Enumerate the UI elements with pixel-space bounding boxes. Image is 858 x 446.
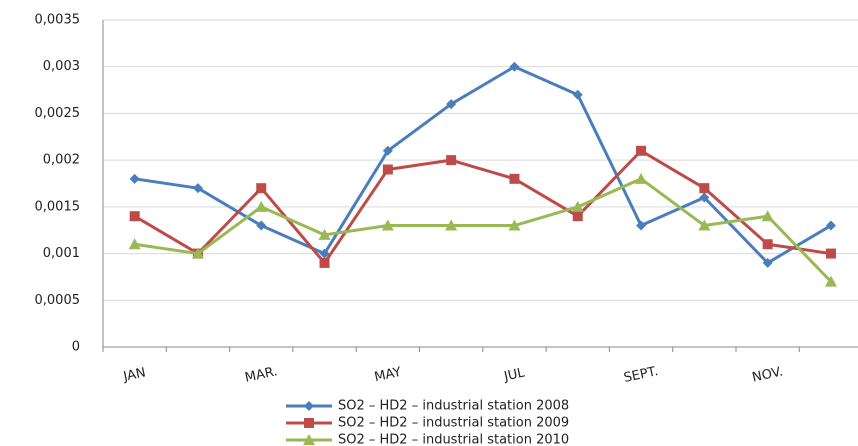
- x-tick-label: MAR.: [244, 364, 279, 385]
- marker: [256, 183, 267, 194]
- marker: [382, 145, 393, 156]
- marker: [509, 173, 520, 184]
- marker: [636, 220, 647, 231]
- line: [134, 65, 832, 265]
- line: [133, 149, 832, 265]
- series: [129, 61, 836, 268]
- y-tick-label: 0,0005: [35, 293, 81, 308]
- y-tick-label: 0,001: [43, 246, 80, 261]
- legend-marker: [304, 418, 314, 428]
- marker: [129, 211, 140, 222]
- marker: [824, 275, 837, 287]
- marker: [256, 220, 267, 231]
- marker: [319, 248, 330, 259]
- legend-label: SO2 – HD2 – industrial station 2008: [338, 399, 569, 414]
- series: [128, 172, 837, 287]
- marker: [699, 192, 710, 203]
- marker: [318, 228, 331, 240]
- marker: [446, 99, 457, 110]
- marker: [381, 219, 394, 231]
- marker: [128, 238, 141, 250]
- x-tick-label: JAN: [121, 365, 147, 385]
- marker: [698, 219, 711, 231]
- x-tick-label: MAY: [373, 365, 403, 385]
- marker: [762, 239, 773, 250]
- legend-marker: [304, 401, 314, 411]
- y-tick-label: 0,0025: [35, 106, 81, 121]
- marker: [761, 210, 774, 222]
- marker: [636, 145, 647, 156]
- legend-marker: [303, 434, 315, 445]
- marker: [571, 200, 584, 212]
- marker: [191, 247, 204, 259]
- marker: [445, 219, 458, 231]
- legend-label: SO2 – HD2 – industrial station 2010: [338, 433, 569, 446]
- marker: [699, 183, 710, 194]
- x-tick-label: SEPT.: [622, 364, 659, 386]
- marker: [382, 164, 393, 175]
- marker: [635, 172, 648, 184]
- marker: [508, 219, 521, 231]
- marker: [572, 89, 583, 100]
- marker: [825, 248, 836, 259]
- marker: [825, 220, 836, 231]
- marker: [192, 183, 203, 194]
- y-tick-label: 0,002: [43, 153, 80, 168]
- marker: [509, 61, 520, 72]
- x-tick-label: JUL: [502, 365, 527, 384]
- line: [134, 177, 833, 283]
- marker: [255, 200, 268, 212]
- marker: [572, 211, 583, 222]
- marker: [129, 173, 140, 184]
- x-tick-label: NOV.: [751, 364, 785, 385]
- marker: [446, 155, 457, 166]
- y-tick-label: 0,003: [43, 59, 80, 74]
- y-tick-label: 0,0015: [35, 199, 81, 214]
- marker: [762, 257, 773, 268]
- y-tick-label: 0: [72, 340, 80, 355]
- marker: [319, 257, 330, 268]
- legend-label: SO2 – HD2 – industrial station 2009: [338, 416, 569, 431]
- y-tick-label: 0,0035: [35, 13, 81, 28]
